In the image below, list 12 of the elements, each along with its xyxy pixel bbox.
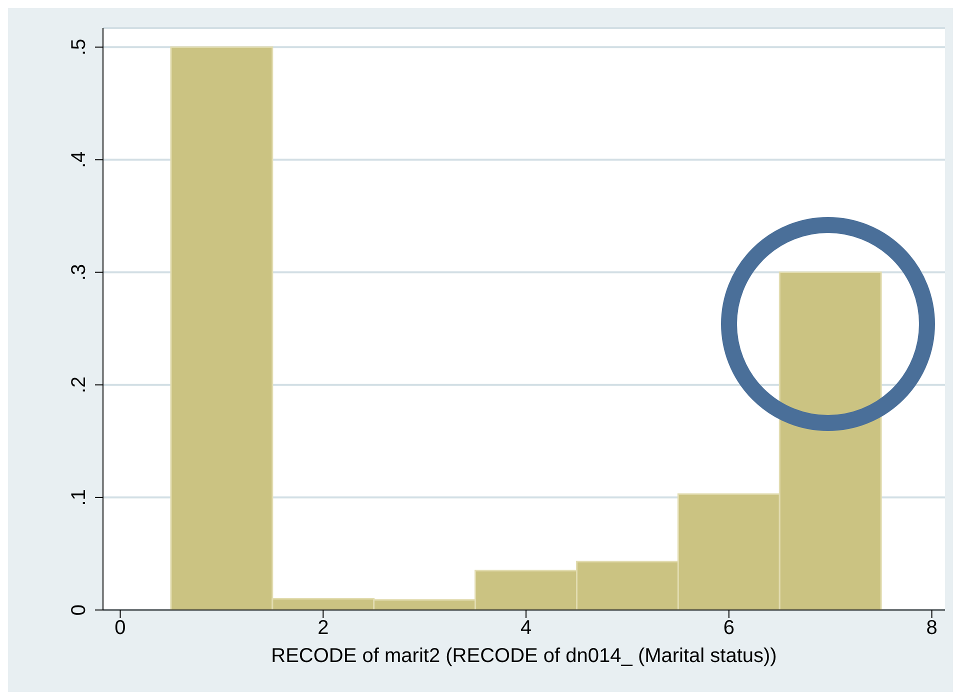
y-tick-label: .3 [68, 264, 90, 281]
y-tick-label: .2 [68, 376, 90, 394]
x-tick-label: 6 [723, 617, 734, 640]
y-tick-label: .5 [68, 38, 90, 56]
x-tick-label: 4 [520, 617, 532, 640]
y-tick-label: .1 [68, 489, 90, 506]
x-tick-label: 0 [114, 617, 126, 640]
x-tick-label: 2 [318, 617, 329, 640]
y-tick-label: 0 [68, 604, 90, 616]
x-tick-label: 8 [926, 617, 938, 640]
x-axis-title: RECODE of marit2 (RECODE of dn014_ (Marital status)) [271, 645, 777, 668]
y-tick-label: .4 [68, 151, 90, 168]
